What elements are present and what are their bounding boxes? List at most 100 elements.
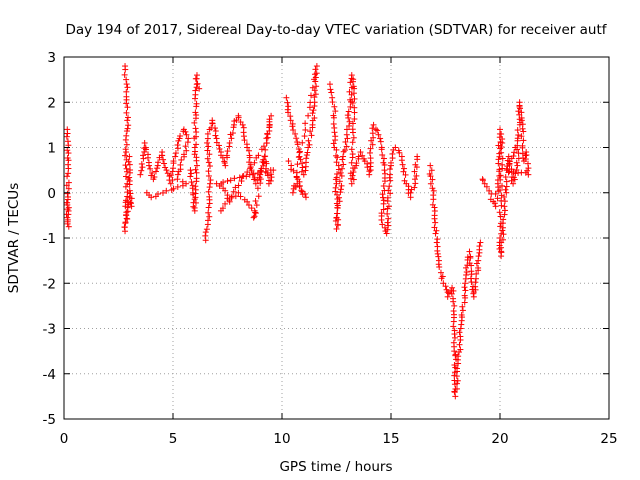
data-point xyxy=(456,329,463,336)
data-point xyxy=(193,100,200,107)
data-point xyxy=(245,202,252,209)
data-point xyxy=(216,145,223,152)
data-point xyxy=(168,187,175,194)
data-point xyxy=(192,125,199,132)
data-point xyxy=(398,157,405,164)
data-point xyxy=(170,165,177,172)
data-point xyxy=(144,154,151,161)
data-point xyxy=(252,210,259,217)
data-point xyxy=(520,137,527,144)
y-tick-label: -5 xyxy=(43,412,56,428)
data-point xyxy=(369,141,376,148)
data-point xyxy=(124,204,131,211)
data-point xyxy=(190,203,197,210)
data-point xyxy=(463,271,470,278)
data-point xyxy=(237,193,244,200)
axis-ticks xyxy=(63,56,610,420)
data-point xyxy=(191,119,198,126)
data-point xyxy=(461,284,468,291)
data-point xyxy=(486,187,493,194)
y-tick-labels: -5 -4 -3 -2 -1 0 1 2 3 xyxy=(43,50,56,428)
data-point xyxy=(351,115,358,122)
data-point xyxy=(459,303,466,310)
data-point xyxy=(205,209,212,216)
data-point xyxy=(235,114,242,121)
data-point xyxy=(340,153,347,160)
data-point xyxy=(146,162,153,169)
data-point xyxy=(347,96,354,103)
data-point xyxy=(298,187,305,194)
data-point xyxy=(205,168,212,175)
data-point xyxy=(514,162,521,169)
data-point xyxy=(258,146,265,153)
data-point xyxy=(174,171,181,178)
data-point xyxy=(141,139,148,146)
data-point xyxy=(288,162,295,169)
data-point xyxy=(311,76,318,83)
data-point xyxy=(438,275,445,282)
data-point xyxy=(123,211,130,218)
data-point xyxy=(124,117,131,124)
data-point xyxy=(379,151,386,158)
data-point xyxy=(260,143,267,150)
data-point xyxy=(307,92,314,99)
data-point xyxy=(343,126,350,133)
data-point xyxy=(65,150,72,157)
data-point xyxy=(496,166,503,173)
data-point xyxy=(302,194,309,201)
data-point xyxy=(311,114,318,121)
data-point xyxy=(313,83,320,90)
data-point xyxy=(206,193,213,200)
data-point xyxy=(384,210,391,217)
data-point xyxy=(253,202,260,209)
data-point xyxy=(452,393,459,400)
data-point xyxy=(205,188,212,195)
data-point xyxy=(125,158,132,165)
data-point xyxy=(498,144,505,151)
data-point xyxy=(328,89,335,96)
data-point xyxy=(192,183,199,190)
data-point xyxy=(476,243,483,250)
data-point xyxy=(450,298,457,305)
data-point xyxy=(522,156,529,163)
data-point xyxy=(500,216,507,223)
data-point xyxy=(151,174,158,181)
data-point xyxy=(292,184,299,191)
data-point xyxy=(336,194,343,201)
data-point xyxy=(430,187,437,194)
data-point xyxy=(307,128,314,135)
data-point xyxy=(205,143,212,150)
data-point xyxy=(193,75,200,82)
data-point xyxy=(369,130,376,137)
data-point xyxy=(387,177,394,184)
data-point xyxy=(175,168,182,175)
data-point xyxy=(336,178,343,185)
data-point xyxy=(349,129,356,136)
data-point xyxy=(235,182,242,189)
data-point xyxy=(477,239,484,246)
data-point xyxy=(123,100,130,107)
data-point xyxy=(402,171,409,178)
data-point xyxy=(174,176,181,183)
data-point xyxy=(302,120,309,127)
data-point xyxy=(64,147,71,154)
data-point xyxy=(334,202,341,209)
data-point xyxy=(302,190,309,197)
data-point xyxy=(380,200,387,207)
data-point xyxy=(123,149,130,156)
data-point xyxy=(154,165,161,172)
data-point xyxy=(483,183,490,190)
data-point xyxy=(65,170,72,177)
data-point xyxy=(306,104,313,111)
data-point xyxy=(385,215,392,222)
data-point xyxy=(207,180,214,187)
data-point xyxy=(223,152,230,159)
y-tick-label: 2 xyxy=(47,95,56,111)
data-point xyxy=(499,182,506,189)
data-point xyxy=(429,185,436,192)
data-point xyxy=(293,173,300,180)
data-point xyxy=(296,148,303,155)
data-point xyxy=(170,158,177,165)
data-point xyxy=(183,131,190,138)
data-point xyxy=(475,264,482,271)
